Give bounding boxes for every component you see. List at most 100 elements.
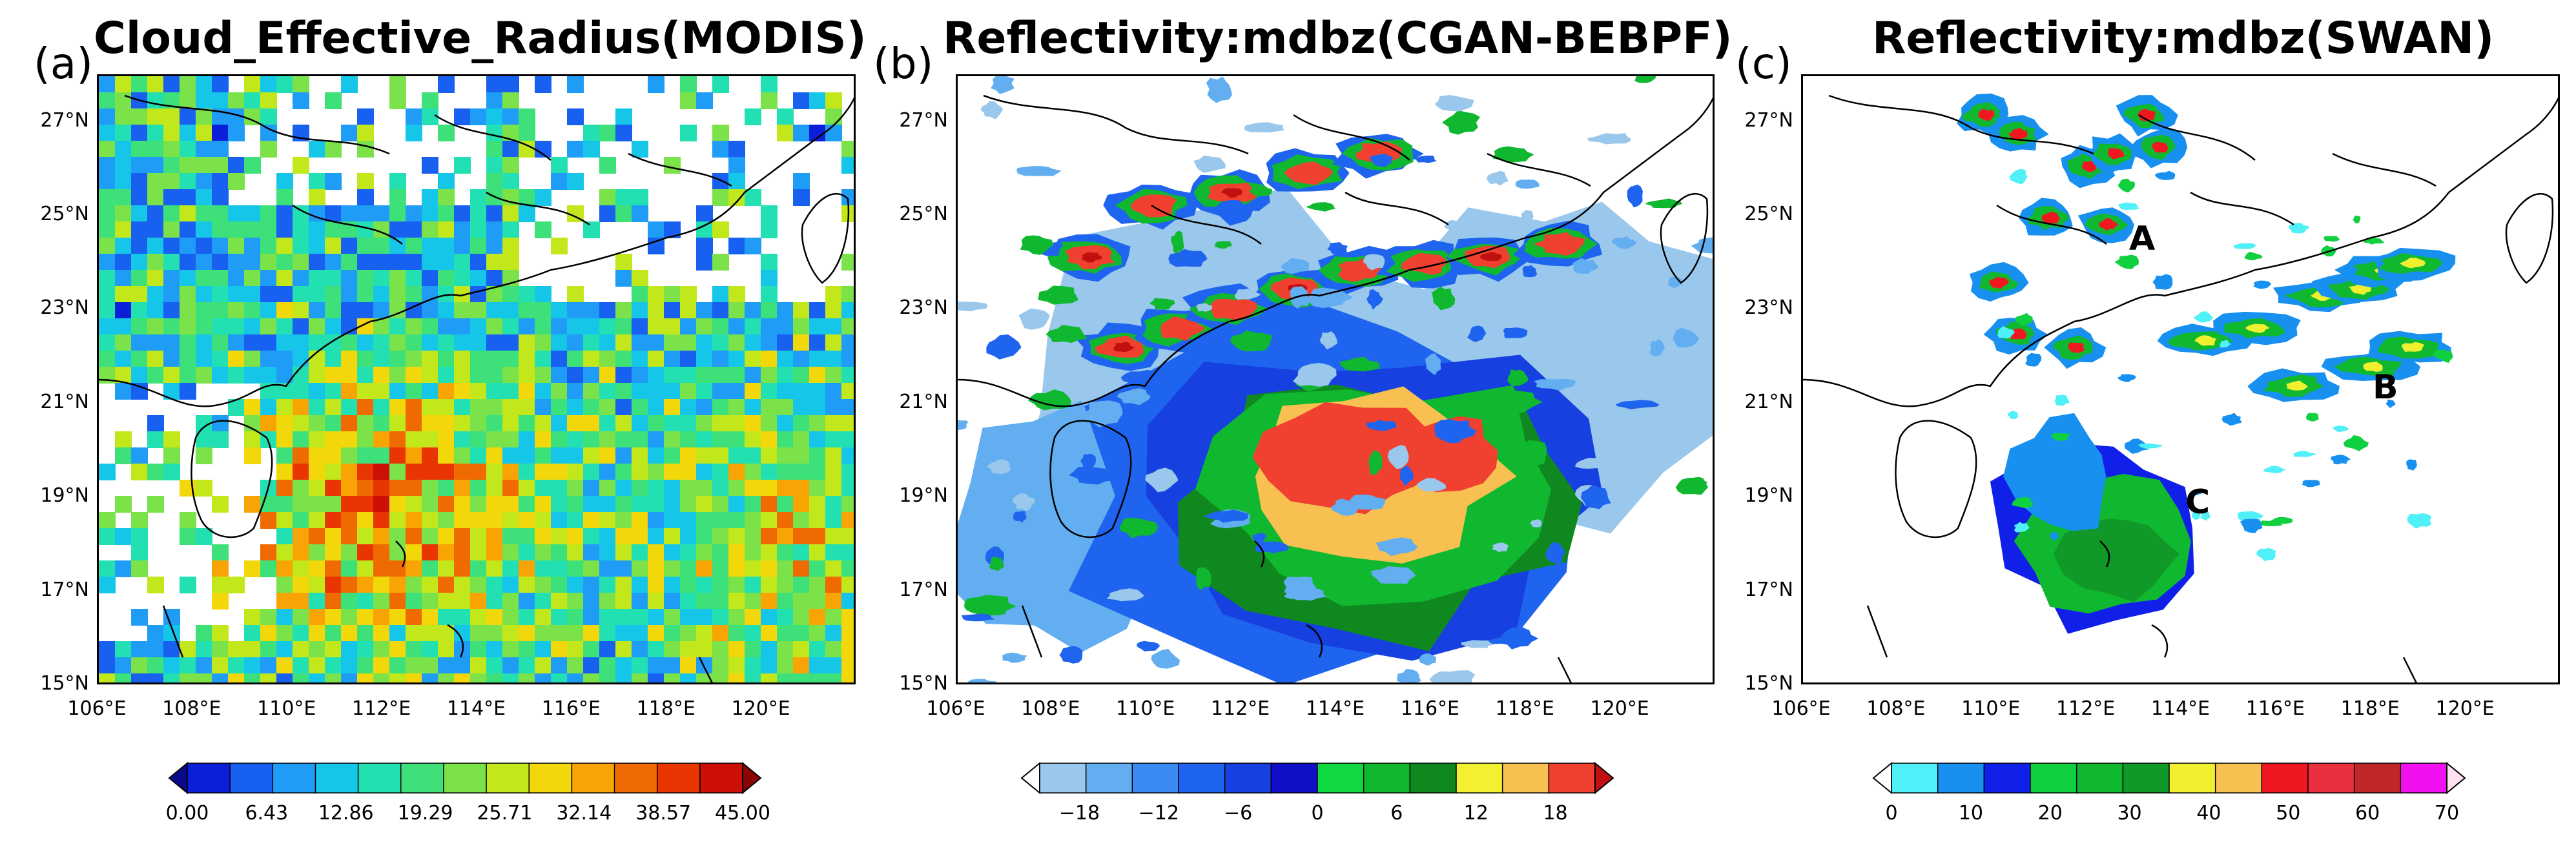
colorbar-bin xyxy=(571,763,615,794)
colorbar-bin xyxy=(613,763,658,794)
y-tick-label: 25°N xyxy=(899,203,948,226)
x-tick-label: 118°E xyxy=(2340,697,2400,720)
colorbar-bin xyxy=(1224,763,1272,794)
y-tick-label: 23°N xyxy=(1744,296,1793,320)
colorbar-bin xyxy=(314,763,359,794)
colorbar xyxy=(1020,762,1614,794)
panel-title: Reflectivity:mdbz(SWAN) xyxy=(1872,13,2495,64)
colorbar-tick-label: 0.00 xyxy=(165,802,209,825)
panel-c: (c) Reflectivity:mdbz(SWAN) 15°N 17°N 19°N… xyxy=(1717,0,2576,851)
colorbar-bin xyxy=(2307,763,2355,794)
colorbar-bin xyxy=(1937,763,1985,794)
y-tick-label: 27°N xyxy=(40,108,89,132)
colorbar-tick-label: 32.14 xyxy=(556,802,612,825)
panel-title: Reflectivity:mdbz(CGAN-BEBPF) xyxy=(943,13,1733,64)
y-tick-label: 27°N xyxy=(1744,108,1793,132)
colorbar-bin xyxy=(1891,763,1939,794)
x-tick-label: 110°E xyxy=(1961,697,2021,720)
colorbar-tick-label: 30 xyxy=(2117,802,2142,825)
colorbar-bin xyxy=(229,763,274,794)
colorbar-bin xyxy=(528,763,573,794)
colorbar-bin xyxy=(1270,763,1319,794)
colorbar-bin xyxy=(1456,763,1503,794)
map-frame xyxy=(97,74,856,684)
colorbar-bin xyxy=(2400,763,2448,794)
colorbar-bin xyxy=(1409,763,1458,794)
x-tick-label: 106°E xyxy=(926,697,985,720)
colorbar-bin xyxy=(1983,763,2032,794)
colorbar-tick-label: 0 xyxy=(1311,802,1324,825)
x-tick-label: 118°E xyxy=(636,697,696,720)
colorbar-bin xyxy=(1178,763,1226,794)
colorbar-bin xyxy=(656,763,701,794)
colorbar-bin xyxy=(187,763,231,794)
coastline-boundaries xyxy=(958,94,1713,682)
colorbar-tick-label: 50 xyxy=(2276,802,2301,825)
x-tick-label: 116°E xyxy=(541,697,601,720)
heatmap xyxy=(1803,93,2558,682)
panel-b: (b) Reflectivity:mdbz(CGAN-BEBPF) 15°N 17… xyxy=(859,0,1733,851)
x-tick-label: 108°E xyxy=(1021,697,1080,720)
coastline-boundaries xyxy=(1803,94,2558,682)
x-tick-label: 118°E xyxy=(1495,697,1554,720)
y-tick-label: 15°N xyxy=(1744,672,1793,695)
colorbar-bin xyxy=(1131,763,1180,794)
colorbar-bin xyxy=(2261,763,2309,794)
x-tick-label: 108°E xyxy=(1866,697,1926,720)
y-tick-label: 15°N xyxy=(40,672,89,695)
panel-title: Cloud_Effective_Radius(MODIS) xyxy=(94,13,867,64)
x-tick-label: 112°E xyxy=(2056,697,2116,720)
point-label-a: A xyxy=(2129,220,2156,258)
x-tick-label: 116°E xyxy=(1400,697,1459,720)
x-tick-label: 108°E xyxy=(162,697,222,720)
colorbar-high-extend xyxy=(1594,762,1614,794)
colorbar-tick-label: 38.57 xyxy=(635,802,692,825)
colorbar xyxy=(1872,762,2466,794)
y-tick-label: 19°N xyxy=(40,484,89,508)
panel-a: (a) Cloud_Effective_Radius(MODIS) 15°N 17… xyxy=(0,0,867,851)
colorbar-bin xyxy=(1548,763,1596,794)
colorbar-tick-label: −12 xyxy=(1138,802,1179,825)
x-tick-label: 106°E xyxy=(67,697,127,720)
y-tick-label: 23°N xyxy=(40,296,89,320)
colorbar-tick-label: 60 xyxy=(2355,802,2380,825)
colorbar-high-extend xyxy=(2446,762,2466,794)
y-tick-label: 25°N xyxy=(40,203,89,226)
colorbar-bin xyxy=(357,763,402,794)
colorbar-tick-label: −6 xyxy=(1224,802,1253,825)
colorbar-bin xyxy=(1039,763,1087,794)
x-tick-label: 120°E xyxy=(731,697,790,720)
colorbar-tick-label: 0 xyxy=(1885,802,1898,825)
colorbar-bin xyxy=(272,763,316,794)
colorbar-low-extend xyxy=(1872,762,1892,794)
y-tick-label: 23°N xyxy=(899,296,948,320)
x-tick-label: 106°E xyxy=(1771,697,1831,720)
colorbar-bin xyxy=(2353,763,2402,794)
y-tick-label: 17°N xyxy=(40,578,89,601)
colorbar-tick-label: −18 xyxy=(1058,802,1100,825)
x-tick-label: 120°E xyxy=(1590,697,1649,720)
colorbar-low-extend xyxy=(1020,762,1040,794)
colorbar-bin xyxy=(2122,763,2170,794)
y-tick-label: 15°N xyxy=(899,672,948,695)
heatmap xyxy=(99,76,854,682)
x-tick-label: 114°E xyxy=(2150,697,2210,720)
y-tick-label: 27°N xyxy=(899,108,948,132)
colorbar-tick-label: 19.29 xyxy=(397,802,453,825)
x-tick-label: 112°E xyxy=(1211,697,1270,720)
panel-label: (a) xyxy=(34,39,93,88)
y-tick-label: 19°N xyxy=(899,484,948,508)
colorbar-bin xyxy=(1363,763,1411,794)
point-label-b: B xyxy=(2373,368,2398,407)
colorbar-tick-label: 18 xyxy=(1543,802,1568,825)
y-tick-label: 25°N xyxy=(1744,203,1793,226)
y-tick-label: 21°N xyxy=(1744,390,1793,413)
colorbar-tick-label: 6.43 xyxy=(245,802,289,825)
colorbar-bin xyxy=(2214,763,2263,794)
colorbar-bin xyxy=(2169,763,2216,794)
map-frame xyxy=(1801,74,2560,684)
panel-label: (b) xyxy=(873,39,934,88)
colorbar xyxy=(168,762,762,794)
colorbar-tick-label: 40 xyxy=(2196,802,2221,825)
colorbar-bin xyxy=(2030,763,2077,794)
